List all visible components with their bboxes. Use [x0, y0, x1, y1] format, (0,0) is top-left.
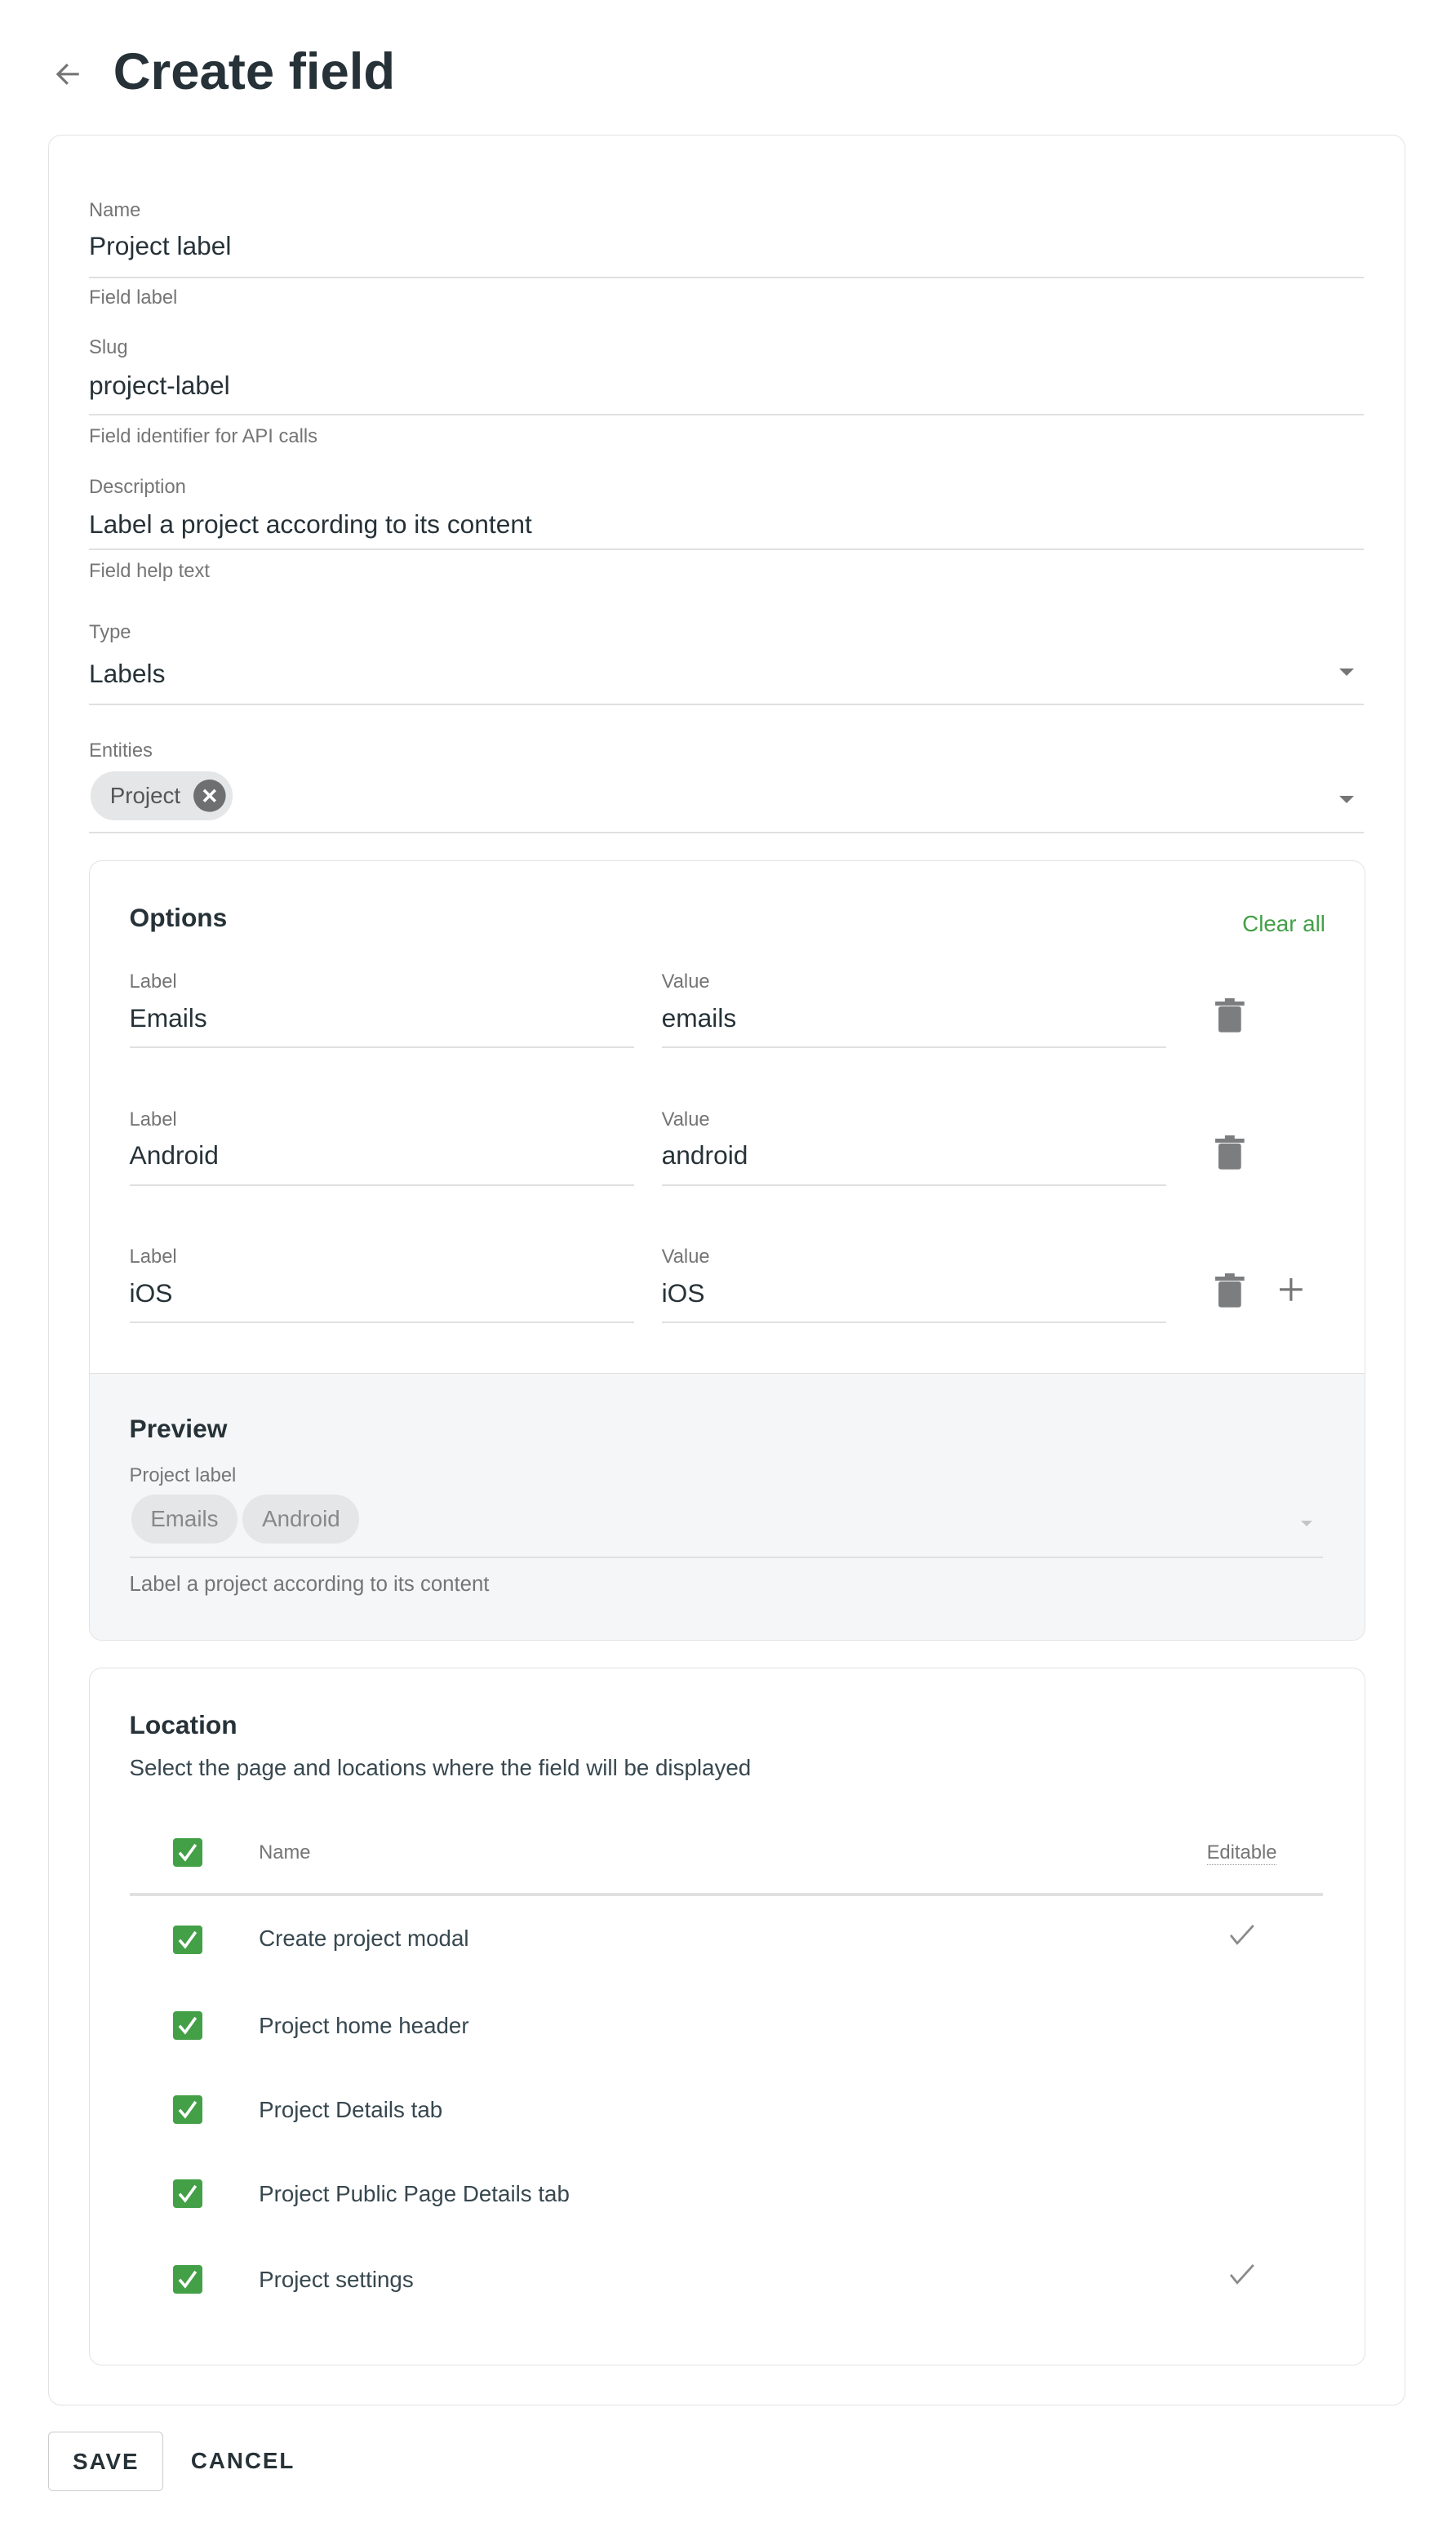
options-title: Options	[129, 902, 228, 932]
slug-helper: Field identifier for API calls	[89, 425, 318, 448]
trash-icon[interactable]	[1214, 1273, 1246, 1309]
option-label-underline	[129, 1184, 634, 1186]
name-input[interactable]: Project label	[89, 231, 232, 261]
entity-chip-label: Project	[109, 783, 181, 809]
form-card	[48, 134, 1406, 2406]
option-label-caption: Label	[129, 971, 177, 993]
chevron-down-icon[interactable]	[1339, 668, 1355, 676]
plus-icon[interactable]	[1278, 1277, 1304, 1303]
option-label-underline	[129, 1046, 634, 1049]
row-checkbox[interactable]	[173, 2094, 202, 2125]
name-label: Name	[89, 198, 141, 221]
row-checkbox[interactable]	[173, 2179, 202, 2209]
description-helper: Field help text	[89, 559, 210, 582]
location-name: Project home header	[259, 2012, 469, 2038]
location-name: Project Details tab	[259, 2096, 443, 2122]
option-value-input[interactable]: iOS	[661, 1277, 705, 1308]
name-underline	[89, 276, 1364, 278]
preview-underline	[129, 1556, 1324, 1558]
option-label-underline	[129, 1322, 634, 1324]
description-underline	[89, 548, 1364, 550]
option-label-input[interactable]: Emails	[129, 1002, 207, 1033]
type-underline	[89, 704, 1364, 706]
location-name: Create project modal	[259, 1925, 469, 1951]
location-name: Project settings	[259, 2266, 414, 2292]
slug-label: Slug	[89, 336, 128, 359]
type-select[interactable]: Labels	[89, 658, 166, 688]
preview-helper: Label a project according to its content	[129, 1572, 490, 1596]
chevron-down-icon	[1300, 1521, 1312, 1526]
trash-icon[interactable]	[1214, 997, 1246, 1034]
location-card	[89, 1668, 1365, 2365]
preview-title: Preview	[129, 1414, 228, 1444]
option-label-input[interactable]: iOS	[129, 1277, 173, 1308]
entity-chip: Project	[90, 771, 233, 820]
option-label-input[interactable]: Android	[129, 1140, 219, 1170]
option-label-caption: Label	[129, 1108, 177, 1131]
slug-underline	[89, 414, 1364, 416]
chevron-down-icon[interactable]	[1339, 796, 1355, 803]
trash-icon[interactable]	[1214, 1135, 1246, 1171]
row-checkbox[interactable]	[173, 2264, 202, 2294]
page-title: Create field	[113, 42, 396, 100]
option-value-input[interactable]: android	[661, 1140, 748, 1170]
table-header-divider	[129, 1892, 1324, 1896]
option-value-caption: Value	[661, 1108, 710, 1131]
slug-input[interactable]: project-label	[89, 370, 230, 400]
description-input[interactable]: Label a project according to its content	[89, 509, 532, 540]
location-title: Location	[129, 1709, 237, 1739]
cancel-button[interactable]: CANCEL	[190, 2447, 295, 2473]
column-header-editable: Editable	[1206, 1841, 1277, 1865]
preview-field-label: Project label	[129, 1464, 237, 1486]
location-subtitle: Select the page and locations where the …	[129, 1755, 752, 1781]
row-checkbox[interactable]	[173, 2010, 202, 2041]
select-all-checkbox[interactable]	[173, 1837, 202, 1868]
check-icon	[1230, 2263, 1255, 2285]
option-value-underline	[661, 1322, 1166, 1324]
option-value-input[interactable]: emails	[661, 1002, 737, 1033]
option-value-underline	[661, 1184, 1166, 1186]
location-name: Project Public Page Details tab	[259, 2180, 570, 2206]
column-header-name[interactable]: Name	[259, 1841, 311, 1863]
entities-label: Entities	[89, 739, 153, 762]
preview-chip: Android	[242, 1495, 360, 1544]
option-value-caption: Value	[661, 971, 710, 993]
option-label-caption: Label	[129, 1246, 177, 1268]
save-button[interactable]: SAVE	[48, 2431, 164, 2492]
option-value-underline	[661, 1046, 1166, 1049]
arrow-left-icon[interactable]	[53, 60, 82, 89]
option-value-caption: Value	[661, 1246, 710, 1268]
name-helper: Field label	[89, 286, 178, 309]
entities-underline	[89, 831, 1364, 833]
check-icon	[1230, 1924, 1255, 1945]
preview-chip: Emails	[131, 1495, 238, 1544]
type-label: Type	[89, 621, 131, 644]
clear-all-button[interactable]: Clear all	[1242, 910, 1325, 936]
description-label: Description	[89, 475, 186, 498]
row-checkbox[interactable]	[173, 1925, 202, 1955]
remove-chip-icon[interactable]	[193, 780, 226, 812]
